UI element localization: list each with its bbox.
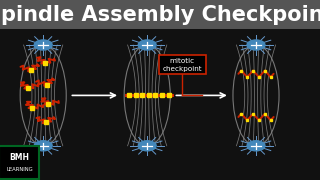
FancyBboxPatch shape [0, 0, 320, 29]
Text: Spindle Assembly Checkpoint: Spindle Assembly Checkpoint [0, 5, 320, 25]
Circle shape [247, 141, 265, 151]
FancyBboxPatch shape [159, 55, 206, 74]
Circle shape [138, 40, 156, 50]
Circle shape [34, 40, 52, 50]
Text: BMH: BMH [9, 153, 29, 162]
Circle shape [138, 141, 156, 151]
Text: LEARNING: LEARNING [6, 167, 33, 172]
FancyBboxPatch shape [0, 146, 39, 179]
Text: mitotic
checkpoint: mitotic checkpoint [163, 58, 202, 72]
Circle shape [247, 40, 265, 50]
Circle shape [34, 141, 52, 151]
